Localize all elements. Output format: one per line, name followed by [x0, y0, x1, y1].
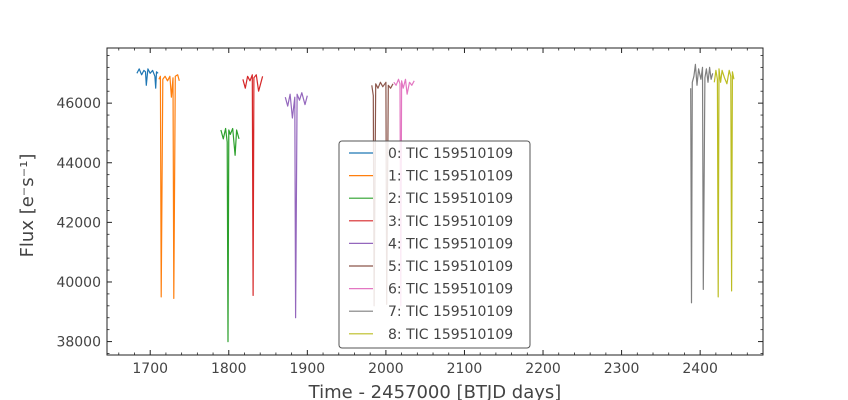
x-tick-label: 2200: [525, 361, 561, 377]
y-tick-label: 38000: [56, 335, 101, 351]
legend-label-1: 1: TIC 159510109: [388, 169, 513, 185]
legend-label-4: 4: TIC 159510109: [388, 236, 513, 252]
legend-label-3: 3: TIC 159510109: [388, 214, 513, 230]
series-line-1: [158, 74, 180, 299]
series-line-0: [136, 68, 159, 89]
series-line-4: [284, 92, 308, 319]
y-axis-title: Flux [e⁻s⁻¹]: [17, 154, 38, 258]
series-line-7: [690, 63, 714, 304]
x-tick-label: 2400: [682, 361, 718, 377]
y-tick-label: 46000: [56, 96, 101, 112]
plot-frame: [106, 47, 764, 356]
legend-label-6: 6: TIC 159510109: [388, 282, 513, 298]
series-line-6: [393, 78, 415, 307]
legend-label-7: 7: TIC 159510109: [388, 304, 513, 320]
legend-label-2: 2: TIC 159510109: [388, 191, 513, 207]
legend-label-5: 5: TIC 159510109: [388, 259, 513, 275]
legend-label-8: 8: TIC 159510109: [388, 327, 513, 343]
x-axis-title: Time - 2457000 [BTJD days]: [308, 382, 562, 400]
series-line-8: [713, 68, 735, 298]
legend-box: [338, 140, 531, 349]
x-tick-label: 1900: [290, 361, 326, 377]
y-tick-label: 40000: [56, 275, 101, 291]
series-line-3: [242, 74, 264, 296]
x-tick-label: 2000: [368, 361, 404, 377]
x-tick-label: 2100: [447, 361, 483, 377]
legend: 0: TIC 159510109 1: TIC 159510109 2: TIC 1…: [338, 140, 531, 349]
axes: 1700 1800 1900 2000 2100 2200 2300 2400 38000 400…: [17, 47, 764, 400]
legend-label-0: 0: TIC 159510109: [388, 146, 513, 162]
series-line-2: [220, 127, 240, 343]
y-tick-label: 42000: [56, 215, 101, 231]
x-tick-label: 1700: [132, 361, 168, 377]
x-tick-label: 1800: [211, 361, 247, 377]
y-tick-label: 44000: [56, 156, 101, 172]
x-tick-label: 2300: [604, 361, 640, 377]
